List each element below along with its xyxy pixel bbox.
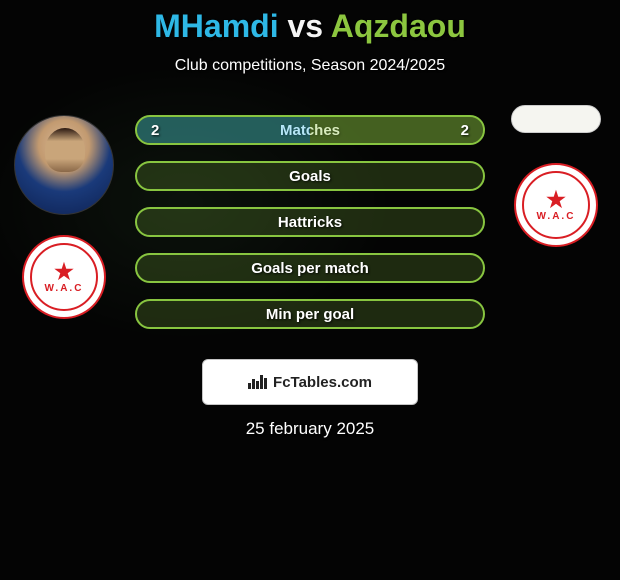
club-abbrev: W.A.C: [537, 211, 576, 222]
player2-photo: [511, 105, 601, 133]
star-icon: ★: [54, 261, 74, 283]
date-text: 25 february 2025: [0, 419, 620, 439]
stat-bar: Goals: [135, 161, 485, 191]
page-title: MHamdi vs Aqzdaou: [0, 8, 620, 45]
bar-fill-right: [310, 117, 483, 143]
content-wrapper: MHamdi vs Aqzdaou Club competitions, Sea…: [0, 0, 620, 439]
stat-bar: Hattricks: [135, 207, 485, 237]
stat-left-value: 2: [151, 122, 159, 139]
player1-photo: [14, 115, 114, 215]
stat-right-value: 2: [461, 122, 469, 139]
chart-icon: [248, 375, 267, 389]
brand-text: FcTables.com: [273, 374, 372, 391]
brand-box: FcTables.com: [202, 359, 418, 405]
club-logo-inner: ★ W.A.C: [30, 243, 98, 311]
vs-text: vs: [287, 8, 323, 44]
player2-name: Aqzdaou: [331, 8, 466, 44]
player2-column: ★ W.A.C: [500, 105, 612, 247]
stat-label: Goals: [289, 168, 331, 185]
stat-bar: Min per goal: [135, 299, 485, 329]
stat-label: Min per goal: [266, 306, 354, 323]
stat-bar: Goals per match: [135, 253, 485, 283]
player1-name: MHamdi: [154, 8, 278, 44]
player1-club-logo: ★ W.A.C: [22, 235, 106, 319]
player2-club-logo: ★ W.A.C: [514, 163, 598, 247]
club-logo-inner: ★ W.A.C: [522, 171, 590, 239]
player1-column: ★ W.A.C: [8, 115, 120, 319]
stat-bar: 2Matches2: [135, 115, 485, 145]
comparison-area: ★ W.A.C ★ W.A.C 2Matches2 Goals Hattricks G…: [0, 115, 620, 355]
stat-bars: 2Matches2 Goals Hattricks Goals per match Mi…: [135, 115, 485, 345]
star-icon: ★: [546, 189, 566, 211]
subtitle: Club competitions, Season 2024/2025: [0, 57, 620, 75]
bar-fill-left: [137, 117, 310, 143]
stat-label: Hattricks: [278, 214, 342, 231]
stat-label: Goals per match: [251, 260, 369, 277]
club-abbrev: W.A.C: [45, 283, 84, 294]
